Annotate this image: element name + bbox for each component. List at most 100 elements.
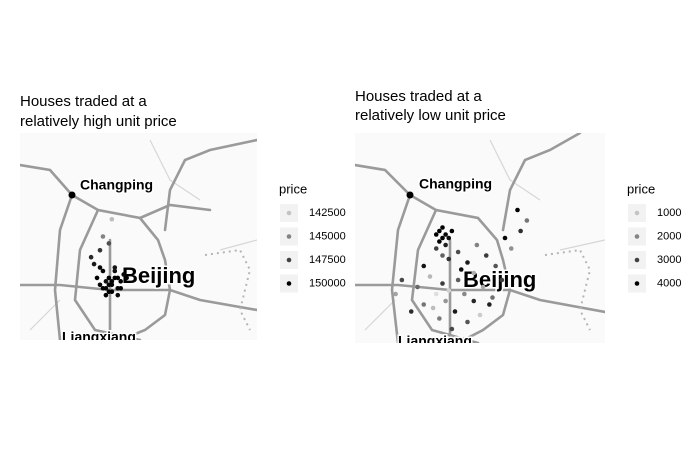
legend-swatch [634, 281, 640, 286]
house-point [88, 254, 94, 260]
legend-label: 2000 [657, 230, 681, 242]
title-line: Houses traded at a [355, 88, 482, 105]
house-point [94, 275, 100, 281]
house-point [455, 249, 461, 255]
legend-swatch [286, 281, 292, 286]
legend-label: 150000 [309, 277, 346, 289]
map-panel: Houses traded at a relatively low unit p… [355, 88, 681, 349]
house-point [433, 246, 439, 251]
house-point [480, 284, 486, 290]
house-point [440, 253, 445, 258]
house-point [106, 282, 112, 288]
place-label: Changping [419, 176, 492, 192]
title-line: relatively high unit price [20, 113, 177, 130]
house-point [109, 279, 115, 284]
house-point [106, 275, 112, 281]
house-point [437, 239, 442, 244]
house-point [103, 279, 109, 284]
house-point [443, 232, 448, 237]
house-point [477, 312, 483, 318]
house-point [97, 265, 103, 270]
house-point [437, 228, 442, 234]
house-point [430, 305, 436, 311]
house-point [124, 275, 129, 281]
legend-label: 147500 [309, 254, 346, 266]
legend-swatch [634, 210, 640, 216]
house-point [515, 207, 520, 213]
house-point [408, 309, 414, 314]
house-point [446, 235, 452, 241]
house-point [458, 267, 464, 272]
house-point [440, 235, 445, 241]
basemap: Changping Beijing Liangxiang [20, 133, 257, 340]
place-label: Changping [80, 177, 153, 193]
place-label: Liangxiang [398, 333, 472, 349]
house-point [100, 268, 106, 274]
house-point [465, 260, 470, 265]
map-panel: Houses traded at a relatively high unit … [20, 93, 346, 340]
house-point [471, 298, 477, 304]
house-point [499, 277, 505, 283]
place-label: Beijing [463, 267, 536, 292]
house-point [109, 216, 115, 222]
house-point [487, 302, 492, 307]
house-point [118, 279, 124, 284]
house-point [446, 256, 452, 262]
house-point [502, 235, 508, 241]
house-point [524, 218, 530, 223]
house-point [440, 225, 445, 230]
house-point [518, 228, 523, 234]
house-point [474, 242, 480, 248]
legend-label: 3000 [657, 254, 681, 266]
house-point [118, 285, 124, 291]
legend-swatch [634, 257, 640, 263]
house-point [415, 284, 420, 290]
legend-swatch [634, 234, 640, 239]
house-point [452, 309, 458, 314]
legend-swatch [286, 234, 292, 239]
house-point [112, 268, 118, 274]
house-point [393, 291, 398, 297]
house-point [421, 302, 427, 307]
house-point [115, 275, 121, 281]
house-point [437, 316, 442, 321]
legend-title: price [627, 181, 655, 196]
legend-label: 1000 [657, 207, 681, 219]
house-point [427, 274, 433, 279]
house-point [471, 270, 477, 276]
house-point [97, 282, 103, 288]
house-point [103, 285, 109, 291]
points [393, 207, 530, 332]
title-line: relatively low unit price [355, 107, 506, 124]
house-point [449, 326, 455, 332]
legend-label: 4000 [657, 277, 681, 289]
house-point [97, 248, 103, 253]
points [88, 216, 129, 298]
house-point [433, 291, 439, 297]
house-point [462, 291, 467, 297]
house-point [493, 263, 498, 269]
house-point [490, 295, 495, 300]
title-line: Houses traded at a [20, 93, 147, 110]
house-point [433, 232, 439, 237]
basemap: Changping Beijing Liangxiang [355, 133, 605, 349]
house-point [399, 277, 405, 283]
legend-title: price [279, 181, 307, 196]
house-point [465, 319, 470, 325]
house-point [443, 242, 448, 248]
house-point [106, 241, 112, 246]
legend-swatch [286, 210, 292, 216]
house-point [100, 234, 106, 239]
house-point [121, 272, 126, 277]
house-point [421, 263, 427, 269]
legend-label: 142500 [309, 207, 346, 219]
house-point [115, 292, 121, 298]
house-point [449, 228, 455, 234]
house-point [446, 288, 452, 293]
house-point [91, 261, 97, 267]
house-point [103, 292, 109, 298]
house-point [440, 281, 445, 286]
legend-label: 145000 [309, 230, 346, 242]
house-point [109, 289, 115, 295]
